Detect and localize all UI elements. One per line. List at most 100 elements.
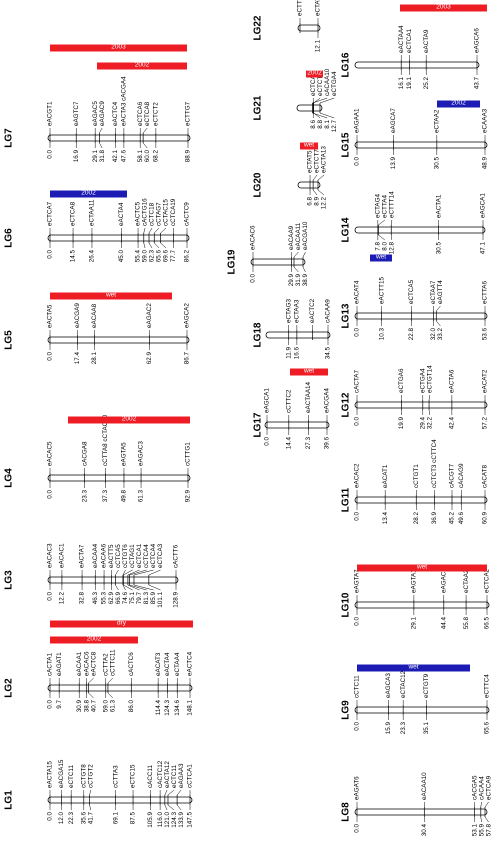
position-connector xyxy=(293,266,299,273)
marker-connector xyxy=(484,801,489,808)
marker-name: eCTCA1 xyxy=(136,543,143,568)
marker-position: 12.2 xyxy=(321,197,328,210)
marker-position: 69.6 xyxy=(163,250,170,263)
marker-name: eACGA10 xyxy=(302,221,309,250)
chromosome xyxy=(296,104,323,112)
position-connector xyxy=(319,112,335,119)
qtl-label: wet xyxy=(303,142,314,149)
qtl-label: wet xyxy=(375,254,386,261)
marker-position: 22.3 xyxy=(68,812,75,825)
marker-name: eCTCT7 xyxy=(314,149,321,173)
chromosome xyxy=(354,601,490,609)
marker-position: 58.1 xyxy=(137,150,144,163)
chromosome xyxy=(297,181,321,189)
marker-name: eACAC5 xyxy=(47,441,54,466)
marker-name: eACAA6 xyxy=(101,543,108,568)
marker-position: 8.0 xyxy=(382,242,389,251)
marker-position: 34.5 xyxy=(325,347,332,360)
marker-name: eACTA4 xyxy=(118,202,125,226)
marker-name: cACTG16 xyxy=(142,198,149,226)
marker-name: eAGCA7 xyxy=(390,108,397,133)
marker-position: 38.8 xyxy=(83,700,90,713)
marker-position: 53.1 xyxy=(471,824,478,837)
position-connector xyxy=(164,804,168,811)
marker-name: eCTAG3 xyxy=(285,298,292,323)
qtl-label: 2002 xyxy=(135,62,150,69)
marker-name: cACTC12 xyxy=(157,760,164,788)
marker-name: cCTGT6 xyxy=(122,544,129,568)
group-label: LG14 xyxy=(341,217,352,242)
marker-position: 85.9 xyxy=(150,592,157,605)
group-label: LG18 xyxy=(253,322,264,347)
marker-name: eCTCA8 xyxy=(70,201,77,226)
qtl-bar xyxy=(400,4,487,12)
marker-position: 55.8 xyxy=(463,617,470,630)
marker-name: eCTCA2 xyxy=(484,568,491,593)
marker-name: eACGT1 xyxy=(47,101,54,126)
marker-name: eCTTA4 xyxy=(382,195,389,218)
position-connector xyxy=(89,804,92,811)
marker-name: eCTGA4 xyxy=(331,71,338,96)
qtl-label: wet xyxy=(303,368,314,375)
marker-name: eACTC2 xyxy=(309,298,316,323)
position-connector xyxy=(428,409,431,416)
marker-position: 87.5 xyxy=(130,812,137,825)
marker-name: cCTAC15 xyxy=(163,199,170,226)
marker-connector xyxy=(293,251,299,258)
qtl-bar xyxy=(97,62,187,70)
position-connector xyxy=(484,816,489,823)
marker-position: 12.0 xyxy=(58,812,65,825)
marker-position: 86.7 xyxy=(184,352,191,365)
marker-position: 62.3 xyxy=(149,250,156,263)
marker-name: eCTAC12 xyxy=(400,670,407,698)
marker-position: 28.2 xyxy=(413,512,420,525)
marker-position: 9.7 xyxy=(56,700,63,709)
marker-connector xyxy=(127,569,140,576)
marker-position: 65.6 xyxy=(156,250,163,263)
marker-name: cCTTG1 xyxy=(185,442,192,466)
position-connector xyxy=(302,266,306,273)
marker-name: eAGTA7 xyxy=(354,569,361,593)
marker-name: eCTGA4 xyxy=(419,368,426,393)
marker-position: 30.5 xyxy=(435,242,442,255)
marker-name: eAGAA3 xyxy=(178,763,185,788)
marker-connector xyxy=(122,569,126,576)
qtl-bar xyxy=(357,564,487,572)
marker-name: eCTCA3 xyxy=(157,543,164,568)
marker-position: 30.5 xyxy=(434,157,441,170)
marker-position: 124.3 xyxy=(164,700,171,716)
marker-position: 47.1 xyxy=(480,242,487,255)
marker-name: cCTGT2 xyxy=(87,764,94,788)
marker-name: eACTC4 xyxy=(112,101,119,126)
marker-position: 53.6 xyxy=(482,328,489,341)
marker-position: 148.1 xyxy=(187,700,194,716)
marker-position: 15.9 xyxy=(385,722,392,735)
marker-position: 147.5 xyxy=(187,812,194,828)
marker-name: cCTGT1 xyxy=(413,464,420,488)
marker-position: 14.4 xyxy=(285,437,292,450)
marker-position: 86.2 xyxy=(184,250,191,263)
marker-position: 0.0 xyxy=(47,700,54,709)
marker-name: eCTCA1 xyxy=(406,28,413,53)
marker-position: 31.8 xyxy=(99,150,106,163)
chromosome xyxy=(47,796,193,804)
marker-position: 121.0 xyxy=(164,812,171,828)
marker-position: 8.9 xyxy=(314,197,321,206)
marker-position: 30.4 xyxy=(421,824,428,837)
chromosome xyxy=(47,234,190,242)
marker-name: eAGTC7 xyxy=(73,101,80,126)
marker-name: eAGAC8 xyxy=(440,568,447,593)
marker-name: eAGCA6 xyxy=(474,28,481,53)
marker-name: eAGAC9 xyxy=(99,101,106,126)
marker-position: 0.0 xyxy=(354,617,361,626)
marker-position: 66.5 xyxy=(484,617,491,630)
marker-name: cCTGT8 xyxy=(80,764,87,788)
chromosome xyxy=(47,684,193,692)
marker-name: eCAAA3 xyxy=(482,108,489,133)
marker-position: 28.1 xyxy=(91,352,98,365)
marker-name: cCTAG1 xyxy=(129,544,136,568)
group-label: LG22 xyxy=(253,15,264,40)
chromosome xyxy=(354,808,488,816)
marker-position: 75.1 xyxy=(129,592,136,605)
marker-connector xyxy=(390,219,393,226)
